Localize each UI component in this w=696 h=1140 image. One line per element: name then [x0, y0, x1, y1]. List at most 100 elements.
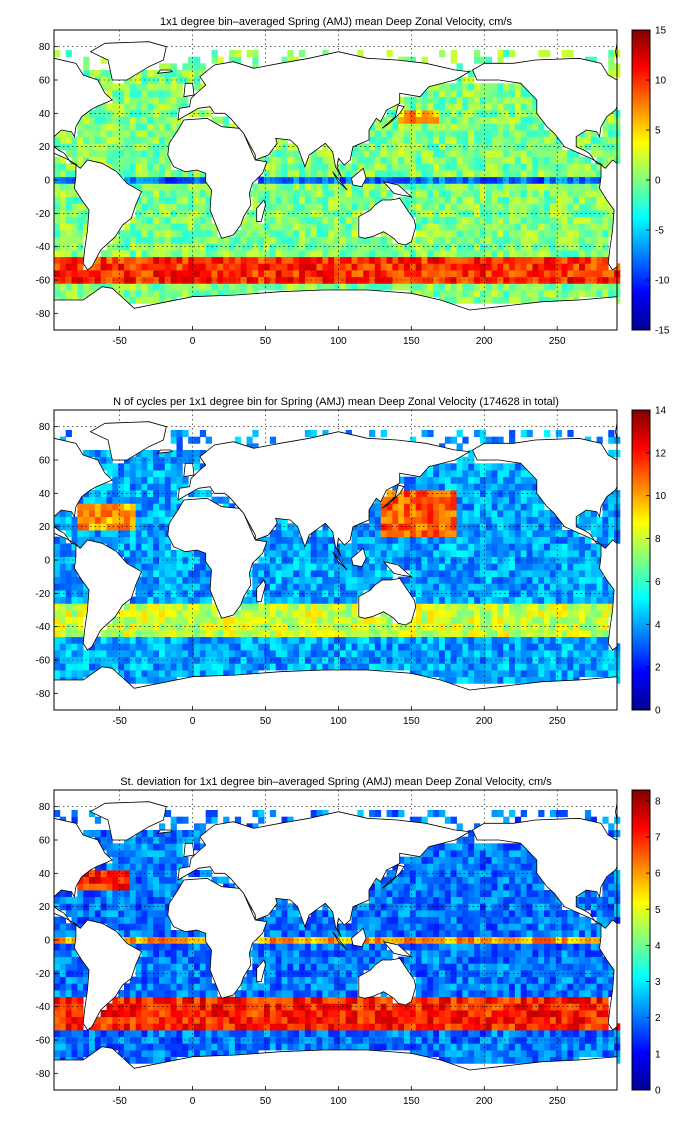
heat-cell — [415, 603, 422, 611]
heat-cell — [118, 503, 125, 511]
heat-cell — [124, 130, 131, 138]
heat-cell — [479, 430, 487, 438]
heat-cell — [322, 256, 329, 264]
heat-cell — [281, 203, 288, 211]
heat-cell — [211, 230, 218, 238]
heat-cell — [188, 196, 195, 204]
heat-cell — [514, 136, 522, 144]
heat-cell — [351, 576, 358, 584]
heat-cell — [240, 230, 247, 238]
heat-cell — [468, 643, 475, 651]
heat-cell — [468, 590, 475, 598]
heat-cell — [567, 190, 574, 198]
heat-cell — [433, 543, 440, 551]
heat-cell — [106, 636, 113, 644]
heat-cell — [264, 570, 271, 578]
heat-cell — [444, 170, 452, 178]
heat-cell — [304, 203, 312, 211]
heat-cell — [549, 650, 557, 658]
heat-cell — [89, 156, 96, 164]
heat-cell — [164, 296, 172, 304]
heat-cell — [549, 156, 557, 164]
heat-cell — [94, 536, 102, 544]
heat-cell — [392, 536, 399, 544]
heat-cell — [77, 243, 84, 251]
heat-cell — [538, 663, 545, 671]
heat-cell — [579, 543, 586, 551]
heat-cell — [54, 290, 61, 298]
land-outline — [73, 159, 143, 271]
heat-cell — [427, 270, 434, 278]
heat-cell — [246, 283, 253, 291]
heat-cell — [205, 203, 212, 211]
heat-cell — [328, 643, 335, 651]
heat-cell — [555, 563, 562, 571]
heat-cell — [596, 283, 603, 291]
heat-cell — [170, 470, 177, 478]
heat-cell — [147, 603, 154, 611]
heat-cell — [129, 176, 137, 184]
heat-cell — [590, 283, 597, 291]
heat-cell — [433, 483, 440, 491]
heat-cell — [59, 563, 67, 571]
heat-cell — [450, 170, 457, 178]
heat-cell — [275, 243, 282, 251]
heat-cell — [281, 663, 288, 671]
heat-cell — [526, 630, 533, 638]
heat-cell — [94, 490, 102, 498]
heat-cell — [351, 263, 358, 271]
heat-cell — [503, 470, 510, 478]
heat-cell — [363, 276, 370, 284]
heat-cell — [596, 436, 603, 444]
heat-cell — [205, 630, 212, 638]
heat-cell — [386, 50, 393, 58]
heat-cell — [129, 656, 137, 664]
heat-cell — [514, 616, 522, 624]
heat-cell — [549, 583, 557, 591]
heat-cell — [479, 556, 487, 564]
heat-cell — [392, 523, 399, 531]
heat-cell — [398, 530, 405, 538]
heat-cell — [147, 156, 154, 164]
heat-cell — [374, 190, 382, 198]
heat-cell — [147, 463, 154, 471]
heat-cell — [549, 616, 557, 624]
heat-cell — [386, 263, 393, 271]
heat-cell — [602, 510, 609, 518]
heat-cell — [65, 430, 72, 438]
heat-cell — [159, 156, 166, 164]
heat-cell — [59, 196, 67, 204]
heat-cell — [194, 196, 201, 204]
heat-cell — [118, 143, 125, 151]
heat-cell — [561, 650, 568, 658]
heat-cell — [153, 156, 160, 164]
heat-cell — [176, 230, 183, 238]
heat-cell — [497, 436, 504, 444]
heat-cell — [328, 583, 335, 591]
heat-cell — [269, 643, 277, 651]
heat-cell — [386, 190, 393, 198]
heat-cell — [153, 496, 160, 504]
heat-cell — [77, 663, 84, 671]
heat-cell — [415, 123, 422, 131]
heat-cell — [532, 570, 539, 578]
heat-cell — [561, 596, 568, 604]
heat-cell — [293, 590, 300, 598]
heat-cell — [357, 236, 364, 244]
heat-cell — [404, 170, 411, 178]
heat-cell — [567, 556, 574, 564]
heat-cell — [474, 156, 481, 164]
heat-cell — [462, 563, 469, 571]
heat-cell — [584, 656, 592, 664]
heat-cell — [188, 56, 195, 64]
heat-cell — [579, 656, 586, 664]
heat-cell — [118, 103, 125, 111]
heat-cell — [229, 663, 236, 671]
heat-cell — [421, 156, 428, 164]
heat-cell — [509, 516, 516, 524]
heat-cell — [444, 196, 452, 204]
heat-cell — [182, 183, 189, 191]
heat-cell — [392, 110, 399, 118]
heat-cell — [159, 70, 166, 78]
heat-cell — [369, 143, 376, 151]
